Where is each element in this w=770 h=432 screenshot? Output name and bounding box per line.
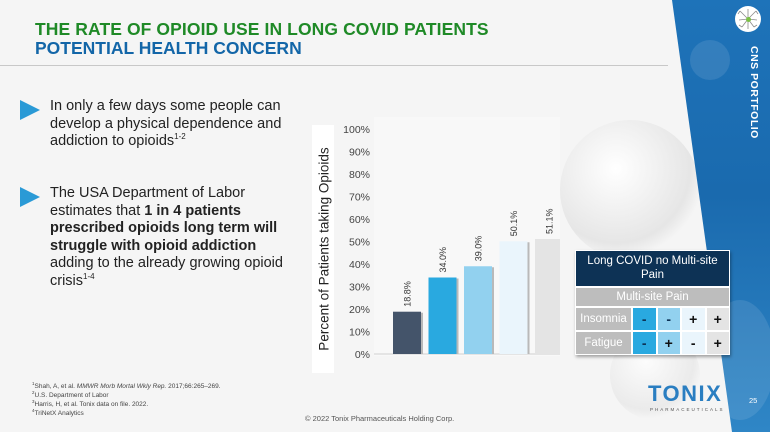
y-tick-label: 30% <box>349 282 370 294</box>
y-tick-label: 60% <box>349 214 370 226</box>
neuron-icon <box>735 6 761 32</box>
footnote: 1Shah, A, et al. MMWR Morb Mortal Wkly R… <box>32 380 221 390</box>
page-title: THE RATE OF OPIOID USE IN LONG COVID PAT… <box>35 19 489 39</box>
header-divider <box>0 65 668 66</box>
legend-row-fatigue: Fatigue - + - + <box>576 330 729 354</box>
data-label: 39.0% <box>474 236 484 262</box>
legend-cell: + <box>704 332 729 354</box>
y-tick-label: 50% <box>349 237 370 249</box>
triangle-arrow-icon <box>20 187 40 207</box>
bar <box>393 311 421 354</box>
legend-cell: - <box>680 332 705 354</box>
legend-row-insomnia: Insomnia - - + + <box>576 308 729 330</box>
y-tick-label: 0% <box>355 349 370 361</box>
legend-row-label: Fatigue <box>576 332 631 354</box>
y-axis-label: Percent of Patients taking Opioids <box>316 147 332 351</box>
data-label: 18.8% <box>403 281 413 307</box>
footnote: 2U.S. Department of Labor <box>32 389 109 399</box>
legend-header: Long COVID no Multi-site Pain <box>576 251 729 288</box>
legend-subheader: Multi-site Pain <box>576 288 729 308</box>
bullet-text: In only a few days some people can devel… <box>50 98 282 149</box>
logo-subtitle: PHARMACEUTICALS <box>650 407 725 412</box>
legend-cell: + <box>704 308 729 330</box>
bullet-text: The USA Department of Labor estimates th… <box>50 185 283 289</box>
y-tick-label: 90% <box>349 147 370 159</box>
y-tick-label: 70% <box>349 192 370 204</box>
legend-row-label: Insomnia <box>576 308 631 330</box>
bar <box>428 277 457 354</box>
legend-cell: - <box>631 308 656 330</box>
legend-cell: + <box>680 308 705 330</box>
y-tick-label: 40% <box>349 259 370 271</box>
bar-chart: 0% 10% 20% 30% 40% 50% 60% 70% 80% 90% 100% 18.8% 34… <box>343 117 565 361</box>
molecule-decoration <box>690 40 730 80</box>
bullet-item: The USA Department of Labor estimates th… <box>20 185 300 290</box>
bullet-item: In only a few days some people can devel… <box>20 98 300 151</box>
legend-table: Long COVID no Multi-site Pain Multi-site… <box>575 250 730 355</box>
data-label: 34.0% <box>438 247 448 273</box>
page-subtitle: POTENTIAL HEALTH CONCERN <box>35 38 302 58</box>
logo-wordmark: TONIX <box>648 381 723 406</box>
y-axis-label-background <box>312 125 334 373</box>
legend-cell: - <box>631 332 656 354</box>
footnotes: 1Shah, A, et al. MMWR Morb Mortal Wkly R… <box>32 380 221 418</box>
section-label: CNS PORTFOLIO <box>748 46 760 139</box>
y-tick-label: 20% <box>349 304 370 316</box>
background-flask-decoration <box>560 120 700 260</box>
y-tick-label: 80% <box>349 169 370 181</box>
footnote: 4TriNetX Analytics <box>32 407 84 417</box>
copyright-notice: © 2022 Tonix Pharmaceuticals Holding Cor… <box>305 414 455 423</box>
triangle-arrow-icon <box>20 100 40 120</box>
opioid-use-chart: Percent of Patients taking Opioids 0% 10%… <box>300 117 565 373</box>
data-label: 50.1% <box>509 211 519 237</box>
bar <box>464 266 492 354</box>
company-logo: TONIX PHARMACEUTICALS <box>648 381 725 413</box>
bar <box>535 239 563 354</box>
page-number: 25 <box>749 396 758 405</box>
data-label: 51.1% <box>545 208 555 234</box>
bar <box>499 241 528 354</box>
legend-cell: + <box>655 332 680 354</box>
y-tick-label: 10% <box>349 327 370 339</box>
y-tick-label: 100% <box>343 124 370 136</box>
footnote: 3Harris, H, et al. Tonix data on file. 2… <box>32 398 149 408</box>
legend-cell: - <box>655 308 680 330</box>
